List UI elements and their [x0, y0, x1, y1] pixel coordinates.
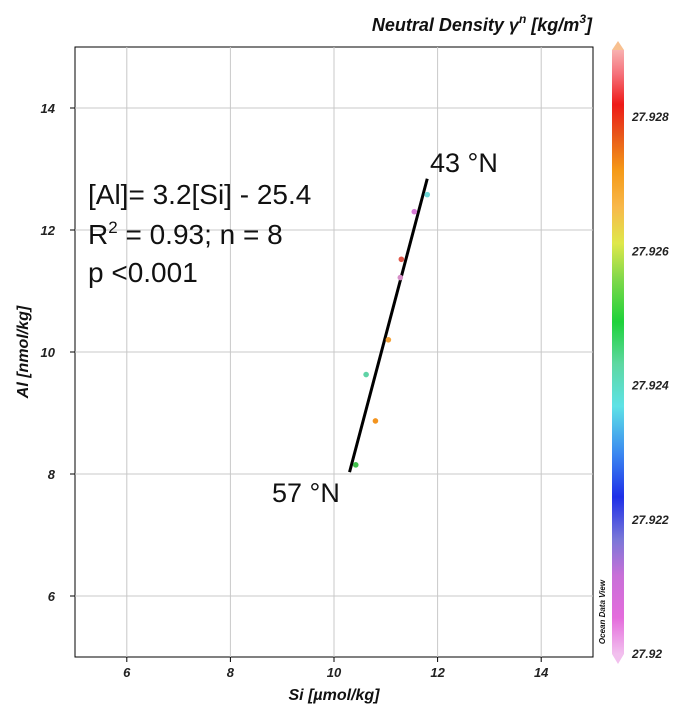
colorbar-title-unit: [kg/m	[526, 15, 579, 35]
data-point	[424, 191, 431, 198]
data-point	[352, 462, 359, 468]
x-tick-label: 10	[327, 665, 342, 680]
x-tick-label: 6	[123, 665, 131, 680]
y-tick-label: 6	[48, 589, 56, 604]
y-tick-label: 12	[41, 223, 56, 238]
r2-prefix: R	[88, 219, 108, 250]
x-axis-ticks: 6 8 10 12 14	[123, 657, 549, 680]
colorbar-ticks: 27.92 27.922 27.924 27.926 27.928	[631, 110, 669, 661]
y-tick-label: 8	[48, 467, 56, 482]
p-value-label: p <0.001	[88, 257, 198, 288]
data-point	[372, 418, 379, 424]
colorbar-title-sup: n	[519, 12, 526, 26]
colorbar-tick-label: 27.922	[631, 513, 669, 527]
colorbar-top-arrow	[612, 41, 624, 50]
colorbar	[612, 50, 624, 654]
data-point	[363, 371, 369, 378]
equation-label: [Al]= 3.2[Si] - 25.4	[88, 179, 311, 210]
y-tick-label: 14	[41, 101, 56, 116]
y-axis-ticks: 6 8 10 12 14	[41, 101, 75, 604]
colorbar-tick-label: 27.92	[631, 647, 662, 661]
x-tick-label: 14	[534, 665, 549, 680]
data-point	[411, 208, 418, 215]
regression-line	[348, 178, 429, 473]
colorbar-tick-label: 27.926	[631, 244, 669, 258]
x-tick-label: 8	[227, 665, 235, 680]
y-tick-label: 10	[41, 345, 56, 360]
odv-watermark: Ocean Data View	[598, 579, 607, 644]
r2-superscript: 2	[108, 218, 117, 237]
north-latitude-label: 43 °N	[430, 148, 498, 178]
data-point	[385, 337, 392, 343]
colorbar-tick-label: 27.924	[631, 379, 669, 393]
data-point	[397, 274, 404, 281]
r2-label: R2 = 0.93; n = 8	[88, 218, 283, 250]
y-axis-title: Al [nmol/kg]	[15, 305, 32, 399]
data-point	[398, 256, 405, 263]
data-points	[352, 191, 431, 468]
colorbar-bottom-arrow	[612, 654, 624, 664]
colorbar-tick-label: 27.928	[631, 110, 669, 124]
r2-rest: = 0.93; n = 8	[118, 219, 283, 250]
colorbar-title-close: ]	[584, 15, 593, 35]
grid	[75, 47, 593, 657]
x-axis-title: Si [µmol/kg]	[289, 687, 381, 704]
colorbar-title-main: Neutral Density γ	[372, 15, 520, 35]
south-latitude-label: 57 °N	[272, 478, 340, 508]
x-tick-label: 12	[430, 665, 445, 680]
colorbar-title: Neutral Density γn [kg/m3]	[372, 12, 593, 35]
colorbar-title-unit-sup: 3	[579, 12, 586, 26]
